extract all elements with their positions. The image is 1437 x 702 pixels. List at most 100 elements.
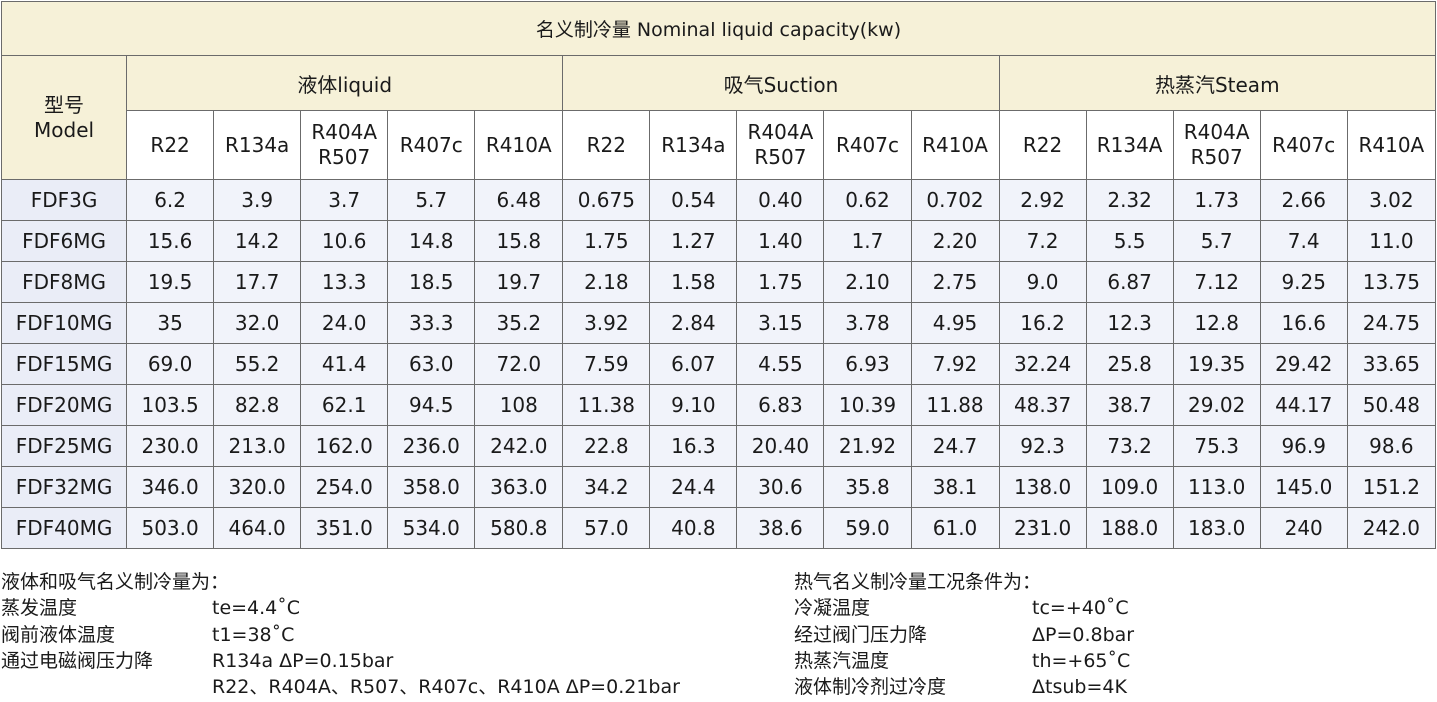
refrigerant-header: R410A xyxy=(474,110,564,180)
capacity-cell: 3.78 xyxy=(823,302,912,344)
condition-line: 通过电磁阀压力降 R134a ΔP=0.15bar xyxy=(1,648,741,674)
capacity-cell: 213.0 xyxy=(213,425,302,467)
capacity-cell: 20.40 xyxy=(736,425,825,467)
capacity-cell: 32.24 xyxy=(998,343,1087,385)
capacity-cell: 38.1 xyxy=(910,466,1000,508)
capacity-cell: 231.0 xyxy=(998,507,1087,549)
capacity-cell: 35 xyxy=(126,302,215,344)
capacity-cell: 38.6 xyxy=(736,507,825,549)
capacity-cell: 2.84 xyxy=(649,302,738,344)
capacity-cell: 138.0 xyxy=(998,466,1087,508)
capacity-cell: 242.0 xyxy=(474,425,564,467)
condition-value: ΔP=0.8bar xyxy=(1032,623,1135,646)
capacity-cell: 34.2 xyxy=(562,466,651,508)
capacity-cell: 5.7 xyxy=(387,179,476,221)
capacity-cell: 59.0 xyxy=(823,507,912,549)
model-cell: FDF15MG xyxy=(0,343,128,385)
refrigerant-label: R22 xyxy=(1022,132,1063,157)
capacity-cell: 6.48 xyxy=(474,179,564,221)
condition-value: th=+65˚C xyxy=(1032,649,1131,672)
capacity-cell: 24.75 xyxy=(1346,302,1437,344)
table-row: FDF10MG 35 32.0 24.0 33.3 35.2 3.92 2.84 3.15 3.7… xyxy=(0,302,1437,344)
condition-label: 液体制冷剂过冷度 xyxy=(794,676,947,699)
capacity-cell: 3.15 xyxy=(736,302,825,344)
capacity-cell: 0.62 xyxy=(823,179,912,221)
capacity-cell: 3.02 xyxy=(1346,179,1437,221)
notes-liquid-suction: 液体和吸气名义制冷量为： 蒸发温度 te=4.4˚C 阀前液体温度 t1=38˚C 通过… xyxy=(1,569,741,700)
capacity-cell: 94.5 xyxy=(387,384,476,426)
capacity-cell: 103.5 xyxy=(126,384,215,426)
capacity-cell: 6.2 xyxy=(126,179,215,221)
capacity-cell: 98.6 xyxy=(1346,425,1437,467)
refrigerant-label: R407c xyxy=(835,132,900,157)
capacity-cell: 0.40 xyxy=(736,179,825,221)
refrigerant-header: R407c xyxy=(387,110,476,180)
capacity-cell: 351.0 xyxy=(300,507,389,549)
capacity-cell: 534.0 xyxy=(387,507,476,549)
capacity-cell: 24.0 xyxy=(300,302,389,344)
notes-hot-gas: 热气名义制冷量工况条件为： 冷凝温度 tc=+40˚C 经过阀门压力降 ΔP=0.8… xyxy=(794,569,1434,700)
capacity-cell: 22.8 xyxy=(562,425,651,467)
condition-line: 阀前液体温度 t1=38˚C xyxy=(1,622,741,648)
capacity-table: 名义制冷量 Nominal liquid capacity(kw) 型号 Mod… xyxy=(0,1,1437,549)
capacity-cell: 63.0 xyxy=(387,343,476,385)
model-cell: FDF8MG xyxy=(0,261,128,303)
capacity-cell: 1.40 xyxy=(736,220,825,262)
capacity-cell: 61.0 xyxy=(910,507,1000,549)
capacity-cell: 162.0 xyxy=(300,425,389,467)
capacity-cell: 109.0 xyxy=(1085,466,1174,508)
capacity-cell: 240 xyxy=(1259,507,1348,549)
capacity-cell: 1.58 xyxy=(649,261,738,303)
refrigerant-header: R134a xyxy=(213,110,302,180)
capacity-cell: 82.8 xyxy=(213,384,302,426)
capacity-cell: 188.0 xyxy=(1085,507,1174,549)
capacity-cell: 358.0 xyxy=(387,466,476,508)
capacity-cell: 2.10 xyxy=(823,261,912,303)
capacity-cell: 25.8 xyxy=(1085,343,1174,385)
capacity-cell: 48.37 xyxy=(998,384,1087,426)
condition-value: R22、R404A、R507、R407c、R410A ΔP=0.21bar xyxy=(212,676,680,699)
condition-value: t1=38˚C xyxy=(212,623,295,646)
capacity-cell: 44.17 xyxy=(1259,384,1348,426)
capacity-cell: 73.2 xyxy=(1085,425,1174,467)
capacity-cell: 7.92 xyxy=(910,343,1000,385)
condition-label: 阀前液体温度 xyxy=(1,623,116,646)
capacity-cell: 62.1 xyxy=(300,384,389,426)
refrigerant-header: R407c xyxy=(1259,110,1348,180)
refrigerant-label: R507 xyxy=(1190,145,1243,169)
capacity-cell: 2.18 xyxy=(562,261,651,303)
refrigerant-label: R410A xyxy=(922,132,988,157)
refrigerant-header: R22 xyxy=(126,110,215,180)
capacity-cell: 2.92 xyxy=(998,179,1087,221)
capacity-cell: 9.25 xyxy=(1259,261,1348,303)
capacity-cell: 10.39 xyxy=(823,384,912,426)
model-cell: FDF40MG xyxy=(0,507,128,549)
capacity-cell: 16.6 xyxy=(1259,302,1348,344)
capacity-cell: 254.0 xyxy=(300,466,389,508)
capacity-cell: 19.7 xyxy=(474,261,564,303)
capacity-cell: 151.2 xyxy=(1346,466,1437,508)
refrigerant-label: R410A xyxy=(1358,132,1425,157)
refrigerant-label: R407c xyxy=(1272,132,1336,157)
capacity-cell: 5.7 xyxy=(1172,220,1261,262)
capacity-cell: 72.0 xyxy=(474,343,564,385)
capacity-cell: 2.20 xyxy=(910,220,1000,262)
capacity-cell: 35.8 xyxy=(823,466,912,508)
capacity-cell: 1.75 xyxy=(736,261,825,303)
refrigerant-header: R22 xyxy=(998,110,1087,180)
refrigerant-header: R404A R507 xyxy=(300,110,389,180)
capacity-cell: 38.7 xyxy=(1085,384,1174,426)
capacity-cell: 6.93 xyxy=(823,343,912,385)
refrigerant-label: R410A xyxy=(485,132,552,157)
table-row: FDF15MG 69.0 55.2 41.4 63.0 72.0 7.59 6.07 4.55 6… xyxy=(0,343,1437,385)
capacity-cell: 41.4 xyxy=(300,343,389,385)
capacity-cell: 363.0 xyxy=(474,466,564,508)
capacity-cell: 6.07 xyxy=(649,343,738,385)
notes-heading: 液体和吸气名义制冷量为： xyxy=(1,571,230,593)
model-cell: FDF20MG xyxy=(0,384,128,426)
capacity-cell: 4.55 xyxy=(736,343,825,385)
capacity-cell: 33.65 xyxy=(1346,343,1437,385)
refrigerant-header: R410A xyxy=(910,110,1000,180)
capacity-cell: 108 xyxy=(474,384,564,426)
condition-label: 冷凝温度 xyxy=(794,597,871,620)
